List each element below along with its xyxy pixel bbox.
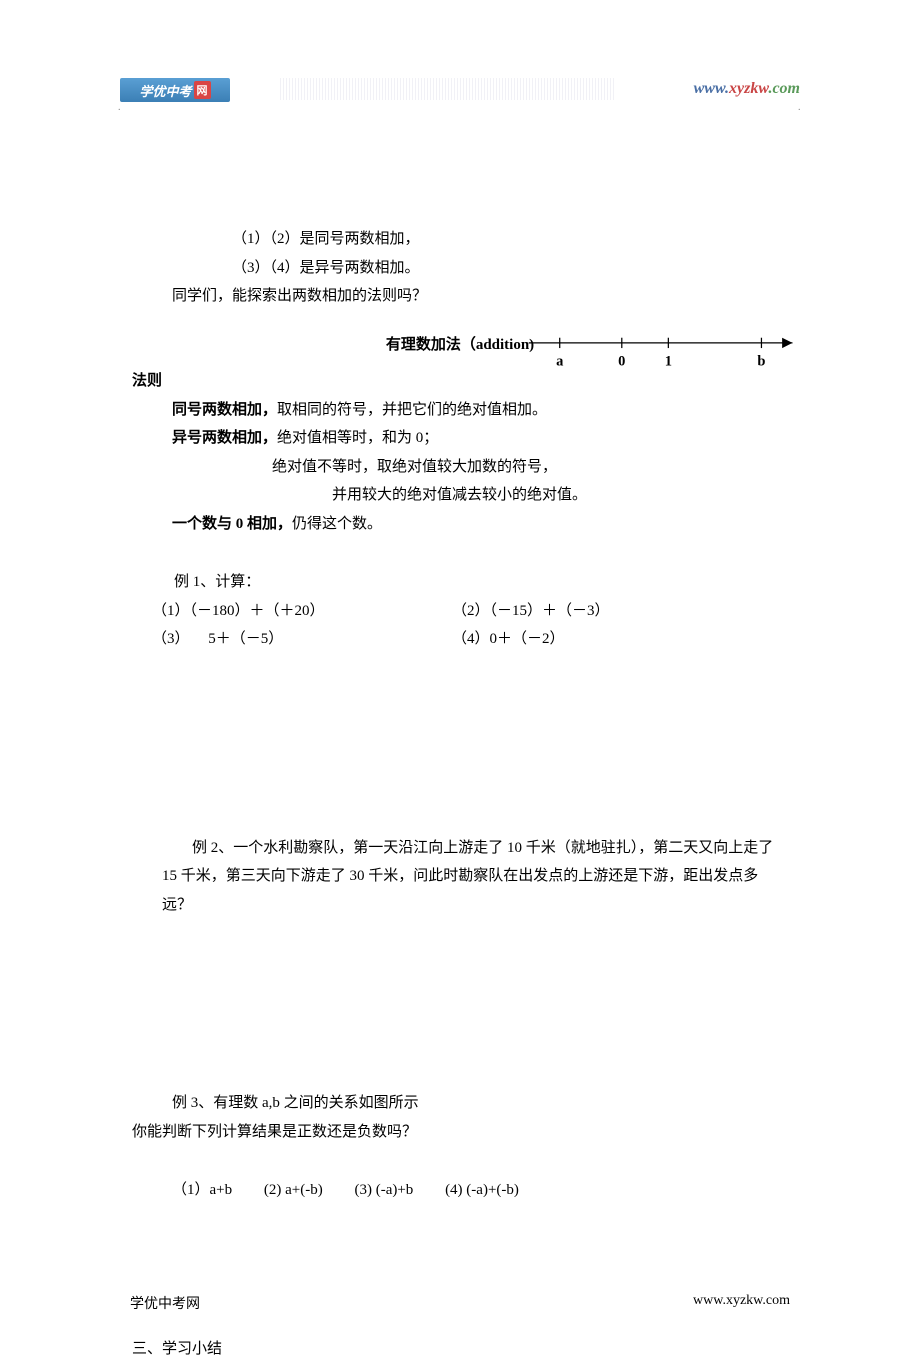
rule-3: 一个数与 0 相加，仍得这个数。 [132, 510, 788, 539]
page-footer: 学优中考网 www.xyzkw.com [0, 1293, 920, 1313]
numberline-svg: a 0 1 b [508, 311, 808, 381]
ex3-line1: 例 3、有理数 a,b 之间的关系如图所示 [172, 1089, 788, 1118]
dot-right: . [798, 102, 802, 106]
ex1-q1: （1）（－180）＋（＋20） [152, 597, 452, 626]
example-2: 例 2、一个水利勘察队，第一天沿江向上游走了 10 千米（就地驻扎），第二天又向… [132, 834, 788, 920]
dot-left: . [118, 102, 122, 106]
url-suffix: .com [768, 80, 800, 97]
header-pattern [280, 78, 615, 100]
title-row: 有理数加法（addition) a 0 1 b [132, 331, 788, 360]
rule-2-label: 异号两数相加， [172, 430, 277, 446]
numberline-diagram: a 0 1 b [508, 311, 808, 381]
rule-3-label: 一个数与 0 相加， [172, 516, 292, 532]
ex3-q2: (2) a+(-b) [264, 1182, 323, 1198]
svg-text:b: b [757, 353, 765, 369]
header-url: www.xyzkw.com [694, 80, 800, 98]
ex1-title: 例 1、计算： [174, 568, 788, 597]
rule-2-text: 绝对值相等时，和为 0； [277, 430, 438, 446]
ex1-row-1: （1）（－180）＋（＋20） （2）（－15）＋（－3） [152, 597, 788, 626]
ex3-questions: （1）a+b (2) a+(-b) (3) (-a)+b (4) (-a)+(-… [132, 1176, 788, 1205]
ex1-q3: （3） 5＋（－5） [152, 625, 452, 654]
rule-1-label: 同号两数相加， [172, 402, 277, 418]
ex1-q4: （4）0＋（－2） [452, 625, 788, 654]
url-main: xyzkw [729, 80, 768, 97]
ex1-row-2: （3） 5＋（－5） （4）0＋（－2） [152, 625, 788, 654]
section-3-title: 三、学习小结 [132, 1335, 788, 1363]
ex3-q1: （1）a+b [172, 1182, 232, 1198]
rule-1-text: 取相同的符号，并把它们的绝对值相加。 [277, 402, 547, 418]
intro-line-3: 同学们，能探索出两数相加的法则吗？ [132, 282, 788, 311]
logo-suffix: 网 [194, 81, 211, 99]
ex3-q3: (3) (-a)+b [354, 1182, 413, 1198]
intro-line-2: （3）（4）是异号两数相加。 [132, 254, 788, 283]
rule-2-line3: 并用较大的绝对值减去较小的绝对值。 [132, 481, 788, 510]
intro-line-1: （1）（2）是同号两数相加， [132, 225, 788, 254]
url-prefix: www. [694, 80, 729, 97]
svg-text:0: 0 [618, 353, 625, 369]
footer-left: 学优中考网 [130, 1293, 200, 1313]
content: （1）（2）是同号两数相加， （3）（4）是异号两数相加。 同学们，能探索出两数… [0, 100, 920, 1363]
rule-1: 同号两数相加，取相同的符号，并把它们的绝对值相加。 [132, 396, 788, 425]
logo-text: 学优中考 [139, 81, 191, 100]
rule-2: 异号两数相加，绝对值相等时，和为 0； [132, 424, 788, 453]
rule-2-line2: 绝对值不等时，取绝对值较大加数的符号， [132, 453, 788, 482]
ex3-line2: 你能判断下列计算结果是正数还是负数吗？ [132, 1118, 788, 1147]
footer-right: www.xyzkw.com [693, 1293, 790, 1313]
page-header: 学优中考网 www.xyzkw.com . . [0, 0, 920, 100]
ex1-q2: （2）（－15）＋（－3） [452, 597, 788, 626]
example-1: 例 1、计算： [132, 568, 788, 597]
example-3: 例 3、有理数 a,b 之间的关系如图所示 [132, 1089, 788, 1118]
logo: 学优中考网 [120, 78, 230, 102]
ex1-list: （1）（－180）＋（＋20） （2）（－15）＋（－3） （3） 5＋（－5）… [132, 597, 788, 654]
rule-3-text: 仍得这个数。 [292, 516, 382, 532]
svg-text:a: a [556, 353, 564, 369]
svg-text:1: 1 [665, 353, 672, 369]
ex3-q4: (4) (-a)+(-b) [445, 1182, 519, 1198]
